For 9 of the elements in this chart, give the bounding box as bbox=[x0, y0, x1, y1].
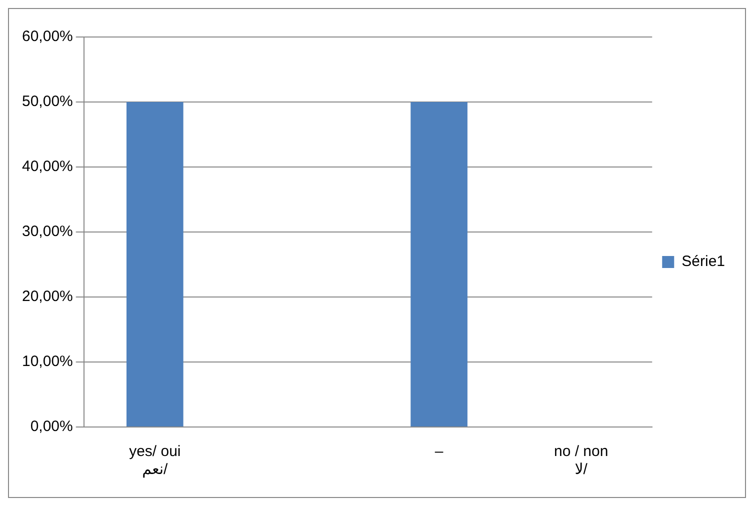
y-tick-label: 60,00% bbox=[22, 28, 73, 46]
y-tick-label: 20,00% bbox=[22, 288, 73, 306]
legend-label: Série1 bbox=[682, 253, 725, 270]
y-tick-label: 30,00% bbox=[22, 223, 73, 240]
y-tick-label: 0,00% bbox=[30, 418, 73, 436]
y-tick-label: 40,00% bbox=[22, 158, 73, 176]
y-tick-label: 10,00% bbox=[22, 353, 73, 370]
x-tick-label: – bbox=[434, 443, 444, 460]
y-tick-label: 50,00% bbox=[22, 93, 73, 110]
